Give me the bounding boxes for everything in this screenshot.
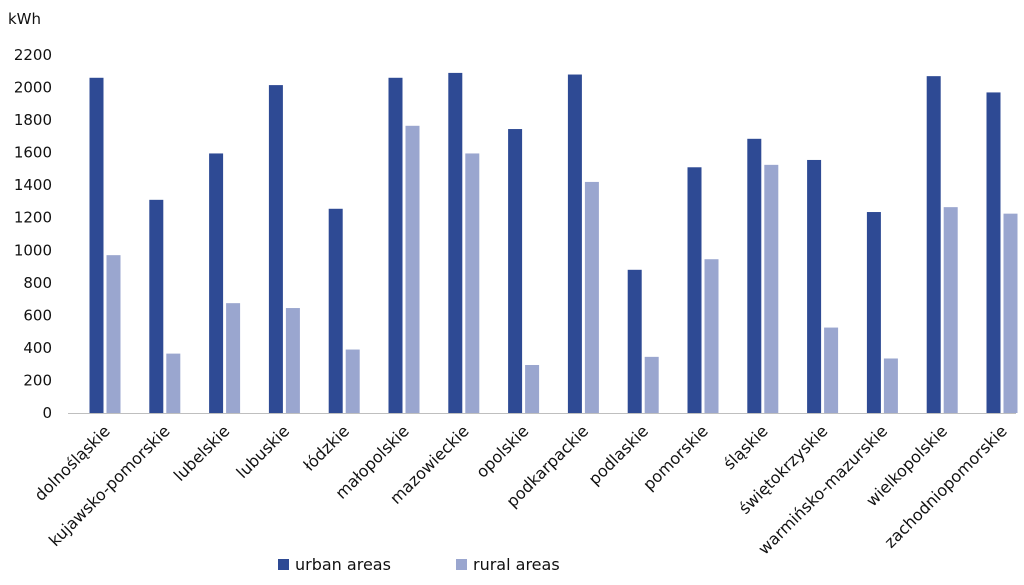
legend-item-rural: rural areas <box>456 555 560 574</box>
legend-label-rural: rural areas <box>473 555 560 574</box>
y-tick-label: 800 <box>23 274 52 292</box>
y-axis-ticks: 0 200 400 600 800 1000 1200 1400 1600 1800 2000 220… <box>14 46 52 422</box>
y-tick-label: 2200 <box>14 46 52 64</box>
x-category-label: kujawsko-pomorskie <box>45 421 174 550</box>
bar-rural-5 <box>405 125 420 413</box>
y-tick-label: 600 <box>23 306 52 324</box>
y-tick-label: 1000 <box>14 241 52 259</box>
bar-rural-3 <box>285 308 300 413</box>
bar-rural-11 <box>764 164 779 413</box>
bar-urban-1 <box>149 199 164 413</box>
y-tick-label: 1200 <box>14 209 52 227</box>
legend-item-urban: urban areas <box>278 555 391 574</box>
bar-urban-4 <box>328 208 343 413</box>
x-category-label: zachodniopomorskie <box>881 421 1011 551</box>
bar-rural-1 <box>166 353 181 413</box>
x-category-label: opolskie <box>472 421 532 481</box>
x-category-label: lubelskie <box>170 421 234 485</box>
bar-urban-3 <box>268 85 283 413</box>
bar-urban-2 <box>209 153 224 413</box>
bar-rural-12 <box>824 327 839 413</box>
y-tick-label: 400 <box>23 339 52 357</box>
y-tick-label: 0 <box>42 404 52 422</box>
bar-urban-11 <box>747 138 762 413</box>
bar-urban-12 <box>807 159 822 413</box>
y-tick-label: 1400 <box>14 176 52 194</box>
bar-rural-0 <box>106 255 121 413</box>
bar-rural-14 <box>943 207 958 413</box>
legend-label-urban: urban areas <box>295 555 391 574</box>
bar-rural-6 <box>465 153 480 413</box>
bar-rural-8 <box>584 181 599 413</box>
bar-urban-7 <box>508 129 523 414</box>
bar-urban-8 <box>567 74 582 413</box>
bar-urban-10 <box>687 167 702 413</box>
bars <box>89 72 1018 414</box>
x-category-label: pomorskie <box>639 421 712 494</box>
bar-urban-5 <box>388 77 403 414</box>
bar-urban-15 <box>986 92 1001 413</box>
bar-rural-9 <box>644 356 659 413</box>
bar-rural-7 <box>525 364 540 413</box>
y-tick-label: 1600 <box>14 144 52 162</box>
y-tick-label: 2000 <box>14 79 52 97</box>
y-axis-unit-label: kWh <box>8 10 41 28</box>
legend-swatch-urban <box>278 559 289 570</box>
bar-urban-14 <box>926 76 941 414</box>
y-tick-label: 200 <box>23 371 52 389</box>
y-tick-label: 1800 <box>14 111 52 129</box>
bar-rural-13 <box>883 358 898 413</box>
bar-rural-10 <box>704 259 719 413</box>
bar-urban-6 <box>448 72 463 414</box>
bar-rural-4 <box>345 349 360 413</box>
bar-urban-0 <box>89 77 104 414</box>
bar-urban-13 <box>866 212 881 413</box>
bar-rural-2 <box>226 303 241 413</box>
x-category-label: lubuskie <box>233 421 294 482</box>
bar-rural-15 <box>1003 213 1018 413</box>
bar-urban-9 <box>627 269 642 413</box>
legend-swatch-rural <box>456 559 467 570</box>
legend: urban areas rural areas <box>0 555 1024 577</box>
x-category-label: śląskie <box>720 421 772 473</box>
x-category-label: łódzkie <box>300 421 353 474</box>
